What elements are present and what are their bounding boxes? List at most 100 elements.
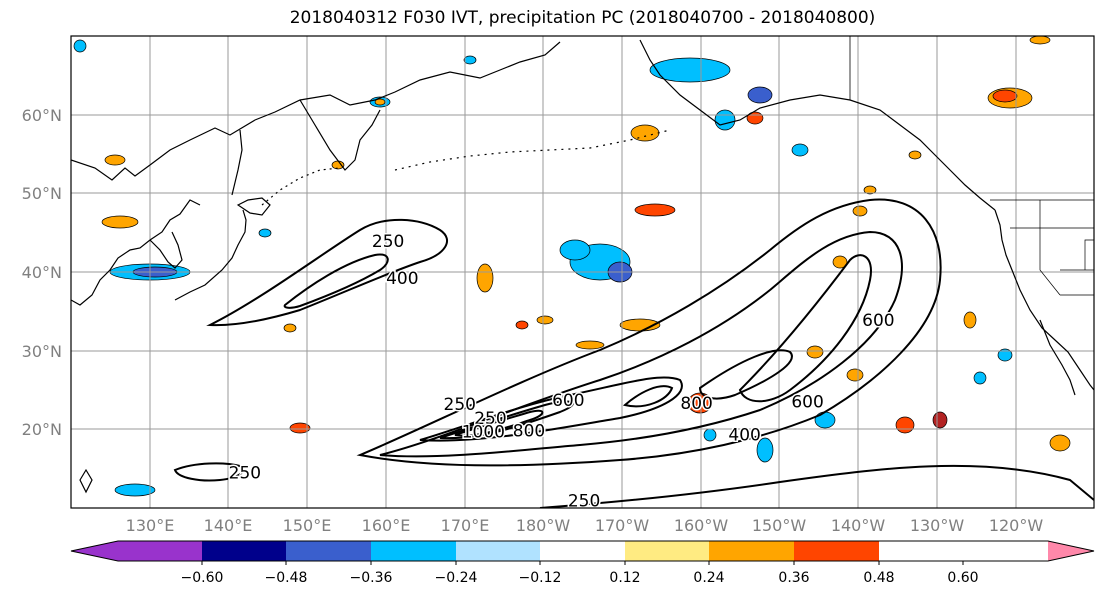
precip-patch	[756, 437, 774, 463]
precip-patch	[331, 160, 345, 170]
lon-label-130w: 130°W	[910, 516, 965, 535]
precip-patch	[814, 411, 836, 429]
colorbar-tick-label: −0.24	[435, 570, 478, 586]
ivt-contour-1000-core	[454, 409, 544, 437]
ivt-contour-250-west-small	[173, 462, 245, 482]
ivt-contour-label: 400	[728, 426, 760, 446]
colorbar-bin	[625, 541, 709, 561]
aleutian-islands	[394, 129, 671, 171]
colorbar: −0.60 −0.48 −0.36 −0.24 −0.12 0.12 0.24 0.36 0.4…	[70, 540, 1095, 586]
colorbar-swatches	[71, 541, 1094, 561]
colorbar-bin	[371, 541, 456, 561]
ivt-contour-400-east	[698, 349, 793, 400]
precip-patch	[863, 185, 877, 195]
precip-patch	[463, 55, 477, 65]
colorbar-tick-label: −0.12	[519, 570, 562, 586]
precip-patch	[559, 239, 591, 261]
lon-label-160e: 160°E	[362, 516, 411, 535]
sakhalin	[231, 129, 243, 196]
kamchatka	[299, 99, 381, 171]
colorbar-tick-label: 0.36	[778, 570, 809, 586]
ivt-contour-400-main	[379, 230, 903, 458]
precip-patch	[963, 311, 977, 329]
lon-label-170e: 170°E	[441, 516, 490, 535]
japan-hokkaido	[236, 197, 271, 216]
precip-patch	[846, 368, 864, 382]
colorbar-bin	[540, 541, 625, 561]
precip-patch	[852, 205, 868, 217]
precipitation-anomaly-patches	[73, 36, 1071, 497]
lat-label-50n: 50°N	[22, 184, 62, 203]
precip-patch	[791, 143, 809, 157]
precip-patch	[806, 345, 824, 359]
precip-patch	[104, 154, 126, 166]
ivt-contour-250-south	[539, 464, 1094, 508]
colorbar-bin	[202, 541, 286, 561]
lat-label-40n: 40°N	[22, 263, 62, 282]
north-america-west-coast	[994, 209, 1094, 391]
lon-label-180w: 180°W	[516, 516, 571, 535]
precip-patch	[476, 263, 494, 293]
colorbar-bin	[794, 541, 879, 561]
precip-patch	[536, 315, 554, 325]
map-title: 2018040312 F030 IVT, precipitation PC (2…	[289, 8, 876, 28]
ivt-contour-600-main	[419, 254, 872, 442]
colorbar-tick-labels: −0.60 −0.48 −0.36 −0.24 −0.12 0.12 0.24 0.36 0.4…	[181, 561, 979, 586]
precip-patch	[630, 124, 660, 142]
japan-honshu	[174, 209, 247, 301]
precip-patch	[1049, 434, 1071, 452]
longitude-axis: 130°E 140°E 150°E 160°E 170°E 180°W 170°…	[126, 516, 1044, 535]
lon-label-150e: 150°E	[283, 516, 332, 535]
coastlines	[71, 36, 1094, 494]
ivt-contour-label: 600	[552, 391, 584, 411]
colorbar-bin	[118, 541, 202, 561]
lat-label-20n: 20°N	[22, 420, 62, 439]
lon-label-150w: 150°W	[752, 516, 807, 535]
colorbar-bin	[709, 541, 794, 561]
ivt-contour-250-main	[356, 198, 942, 467]
lon-label-120w: 120°W	[989, 516, 1044, 535]
lon-label-170w: 170°W	[595, 516, 650, 535]
precip-patch	[832, 255, 848, 269]
colorbar-extend-min	[71, 541, 118, 561]
precip-patch	[515, 320, 529, 330]
ivt-contour-label: 400	[386, 269, 418, 289]
korea-peninsula	[149, 231, 183, 269]
ivt-contour-label: 250	[444, 395, 476, 415]
precip-patch	[575, 340, 605, 350]
lat-label-60n: 60°N	[22, 106, 62, 125]
colorbar-tick-label: 0.24	[693, 570, 724, 586]
lon-label-160w: 160°W	[674, 516, 729, 535]
precip-patch	[258, 228, 272, 238]
precip-patch	[73, 39, 87, 53]
ivt-contour-label: 250	[568, 492, 600, 512]
ivt-contour-label: 250	[474, 409, 506, 429]
precip-patch	[634, 203, 676, 217]
precip-patch	[714, 109, 736, 131]
precip-patch	[992, 89, 1018, 103]
colorbar-tick-label: −0.36	[350, 570, 393, 586]
precip-patch	[114, 483, 156, 497]
china-coast	[71, 199, 201, 306]
colorbar-bin	[286, 541, 371, 561]
colorbar-tick-label: −0.60	[181, 570, 224, 586]
taiwan	[79, 468, 93, 494]
precip-patch	[283, 323, 297, 333]
precip-patch	[747, 86, 773, 104]
colorbar-tick-label: −0.48	[265, 570, 308, 586]
precip-patch	[687, 392, 713, 414]
precip-patch	[997, 348, 1013, 362]
latitude-axis: 60°N 50°N 40°N 30°N 20°N	[22, 106, 62, 439]
precip-patch	[973, 371, 987, 385]
precip-patch	[703, 428, 717, 442]
ivt-contour-400-nw	[283, 253, 389, 309]
alaska-coast	[639, 39, 996, 211]
us-state-lines	[1010, 200, 1094, 296]
colorbar-bin	[456, 541, 540, 561]
lon-label-140w: 140°W	[831, 516, 886, 535]
ivt-contour-label: 1000	[462, 422, 505, 442]
ivt-contour-label: 250	[229, 463, 261, 483]
